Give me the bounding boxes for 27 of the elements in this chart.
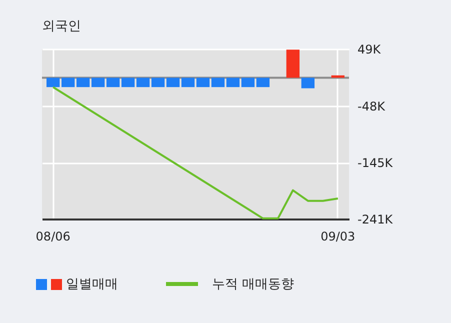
x-tick-label: 09/03 (320, 230, 356, 244)
bar (61, 78, 75, 88)
bar (166, 78, 180, 88)
bar (91, 78, 105, 88)
y-tick-label: -48K (358, 99, 386, 114)
chart-title: 외국인 (42, 19, 81, 34)
bar (136, 78, 150, 88)
legend-label: 누적 매매동향 (212, 276, 294, 293)
bar (226, 78, 240, 88)
bar (106, 78, 120, 88)
line-series (52, 86, 339, 220)
x-tick-label: 08/06 (36, 230, 70, 244)
y-tick-label: -145K (358, 156, 394, 170)
bar (151, 78, 165, 88)
y-tick-label: -241K (358, 212, 394, 226)
bar (181, 78, 195, 88)
y-tick-label: 49K (358, 42, 382, 56)
bar (256, 78, 270, 88)
legend-label: 일별매매 (66, 276, 118, 293)
bar (301, 78, 315, 88)
bar (286, 50, 300, 78)
bar (241, 78, 255, 88)
bar (196, 78, 210, 88)
bar (46, 78, 60, 88)
bar (121, 78, 135, 88)
bar (76, 78, 90, 88)
bar (211, 78, 225, 88)
